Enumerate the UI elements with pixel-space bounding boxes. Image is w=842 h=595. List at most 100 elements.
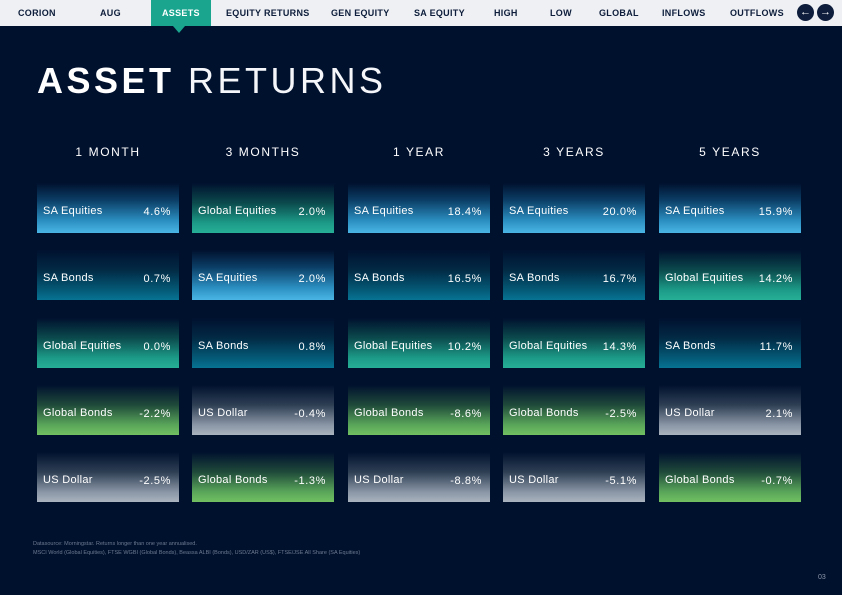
title-bold: ASSET [37,60,175,101]
asset-return-value: -8.8% [450,475,482,487]
asset-name: Global Bonds [509,407,579,419]
asset-return-value: 14.3% [602,341,637,353]
asset-return-value: 14.2% [758,273,793,285]
brand-logo[interactable]: CORION [18,8,56,18]
period-header: 5 YEARS [699,145,761,159]
nav-item-global[interactable]: GLOBAL [599,8,639,18]
asset-return-cell: SA Equities 15.9% [659,183,801,233]
asset-name: Global Equities [354,340,433,352]
asset-return-value: 15.9% [758,206,793,218]
asset-return-cell: US Dollar -5.1% [503,452,645,502]
period-header: 3 YEARS [543,145,605,159]
footnote-datasource: Datasource: Morningstar. Returns longer … [33,541,197,547]
asset-return-cell: SA Equities 4.6% [37,183,179,233]
asset-return-value: 0.8% [298,341,326,353]
asset-name: US Dollar [665,407,715,419]
asset-return-cell: SA Bonds 0.8% [192,318,334,368]
nav-item-gen-equity[interactable]: GEN EQUITY [331,8,390,18]
asset-return-value: 16.5% [447,273,482,285]
period-header: 3 MONTHS [225,145,301,159]
nav-item-low[interactable]: LOW [550,8,572,18]
previous-arrow-icon[interactable]: ← [797,4,814,21]
asset-return-value: 18.4% [447,206,482,218]
asset-return-value: -2.5% [139,475,171,487]
asset-return-cell: US Dollar 2.1% [659,385,801,435]
asset-name: US Dollar [509,474,559,486]
nav-item-inflows[interactable]: INFLOWS [662,8,706,18]
asset-name: SA Equities [198,272,258,284]
asset-return-cell: SA Bonds 0.7% [37,250,179,300]
asset-return-value: 16.7% [602,273,637,285]
nav-item-outflows[interactable]: OUTFLOWS [730,8,784,18]
asset-return-value: -0.4% [294,408,326,420]
asset-name: SA Bonds [43,272,94,284]
asset-return-value: 2.0% [298,206,326,218]
nav-item-equity-returns[interactable]: EQUITY RETURNS [226,8,310,18]
period-header: 1 MONTH [75,145,141,159]
asset-return-value: -2.5% [605,408,637,420]
asset-return-value: -5.1% [605,475,637,487]
asset-return-value: 2.0% [298,273,326,285]
asset-name: Global Bonds [354,407,424,419]
asset-return-value: -2.2% [139,408,171,420]
nav-item-sa-equity[interactable]: SA EQUITY [414,8,465,18]
asset-name: SA Equities [43,205,103,217]
asset-return-cell: SA Bonds 16.5% [348,250,490,300]
asset-name: SA Equities [354,205,414,217]
asset-return-cell: SA Bonds 11.7% [659,318,801,368]
asset-name: Global Equities [198,205,277,217]
asset-return-cell: Global Equities 14.2% [659,250,801,300]
asset-name: US Dollar [43,474,93,486]
page-title: ASSET RETURNS [37,60,387,102]
period-header: 1 YEAR [392,145,446,159]
asset-return-cell: Global Bonds -2.5% [503,385,645,435]
asset-return-cell: Global Bonds -8.6% [348,385,490,435]
asset-name: SA Bonds [509,272,560,284]
nav-item-high[interactable]: HIGH [494,8,518,18]
asset-name: Global Equities [665,272,744,284]
asset-name: Global Equities [509,340,588,352]
asset-name: Global Bonds [665,474,735,486]
asset-name: SA Equities [665,205,725,217]
asset-return-value: 11.7% [759,341,793,353]
asset-return-cell: SA Equities 2.0% [192,250,334,300]
next-arrow-icon[interactable]: → [817,4,834,21]
nav-item-assets[interactable]: ASSETS [151,0,211,26]
asset-return-cell: SA Bonds 16.7% [503,250,645,300]
asset-return-cell: SA Equities 20.0% [503,183,645,233]
asset-name: SA Bonds [198,340,249,352]
asset-return-cell: Global Bonds -1.3% [192,452,334,502]
asset-name: US Dollar [198,407,248,419]
asset-return-cell: US Dollar -2.5% [37,452,179,502]
asset-return-value: -8.6% [450,408,482,420]
asset-name: SA Bonds [665,340,716,352]
asset-return-cell: Global Equities 10.2% [348,318,490,368]
asset-name: US Dollar [354,474,404,486]
title-light: RETURNS [188,60,387,101]
asset-return-cell: Global Equities 14.3% [503,318,645,368]
active-tab-indicator [173,26,185,33]
asset-return-cell: Global Bonds -0.7% [659,452,801,502]
asset-name: Global Equities [43,340,122,352]
asset-name: Global Bonds [198,474,268,486]
asset-return-cell: Global Equities 0.0% [37,318,179,368]
page-number: 03 [818,574,826,581]
asset-return-value: 2.1% [765,408,793,420]
asset-return-cell: US Dollar -8.8% [348,452,490,502]
asset-return-cell: US Dollar -0.4% [192,385,334,435]
asset-return-value: 0.7% [143,273,171,285]
asset-return-value: -1.3% [294,475,326,487]
asset-name: SA Equities [509,205,569,217]
asset-return-cell: SA Equities 18.4% [348,183,490,233]
asset-return-value: 4.6% [143,206,171,218]
asset-name: Global Bonds [43,407,113,419]
asset-return-cell: Global Bonds -2.2% [37,385,179,435]
asset-return-cell: Global Equities 2.0% [192,183,334,233]
asset-return-value: -0.7% [761,475,793,487]
asset-return-value: 20.0% [602,206,637,218]
nav-item-aug[interactable]: AUG [100,8,121,18]
asset-return-value: 10.2% [447,341,482,353]
top-navigation-bar: CORION AUG ASSETS EQUITY RETURNS GEN EQU… [0,0,842,26]
asset-name: SA Bonds [354,272,405,284]
asset-return-value: 0.0% [143,341,171,353]
